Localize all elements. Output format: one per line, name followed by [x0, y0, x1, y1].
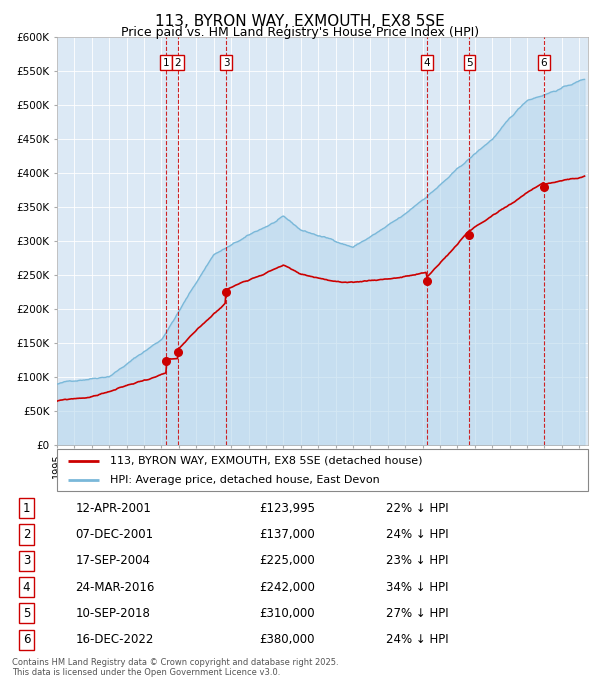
Text: 16-DEC-2022: 16-DEC-2022	[76, 633, 154, 646]
Text: 07-DEC-2001: 07-DEC-2001	[76, 528, 154, 541]
Text: 5: 5	[23, 607, 30, 620]
Text: 113, BYRON WAY, EXMOUTH, EX8 5SE: 113, BYRON WAY, EXMOUTH, EX8 5SE	[155, 14, 445, 29]
Text: 24% ↓ HPI: 24% ↓ HPI	[386, 528, 449, 541]
Text: 6: 6	[541, 58, 547, 67]
Text: 113, BYRON WAY, EXMOUTH, EX8 5SE (detached house): 113, BYRON WAY, EXMOUTH, EX8 5SE (detach…	[110, 456, 422, 466]
Text: 24% ↓ HPI: 24% ↓ HPI	[386, 633, 449, 646]
Text: 10-SEP-2018: 10-SEP-2018	[76, 607, 150, 620]
Text: £310,000: £310,000	[260, 607, 316, 620]
Text: £242,000: £242,000	[260, 581, 316, 594]
Text: Contains HM Land Registry data © Crown copyright and database right 2025.: Contains HM Land Registry data © Crown c…	[12, 658, 338, 666]
FancyBboxPatch shape	[57, 449, 588, 491]
Text: 4: 4	[423, 58, 430, 67]
Text: 2: 2	[23, 528, 30, 541]
Text: 1: 1	[163, 58, 170, 67]
Text: 22% ↓ HPI: 22% ↓ HPI	[386, 502, 449, 515]
Text: 24-MAR-2016: 24-MAR-2016	[76, 581, 155, 594]
Text: 27% ↓ HPI: 27% ↓ HPI	[386, 607, 449, 620]
Text: HPI: Average price, detached house, East Devon: HPI: Average price, detached house, East…	[110, 475, 380, 486]
Text: 23% ↓ HPI: 23% ↓ HPI	[386, 554, 449, 567]
Text: 5: 5	[466, 58, 473, 67]
Text: 3: 3	[223, 58, 229, 67]
Text: £225,000: £225,000	[260, 554, 316, 567]
Text: Price paid vs. HM Land Registry's House Price Index (HPI): Price paid vs. HM Land Registry's House …	[121, 26, 479, 39]
Text: 34% ↓ HPI: 34% ↓ HPI	[386, 581, 449, 594]
Text: £380,000: £380,000	[260, 633, 315, 646]
Text: 2: 2	[175, 58, 181, 67]
Text: This data is licensed under the Open Government Licence v3.0.: This data is licensed under the Open Gov…	[12, 668, 280, 677]
Text: 17-SEP-2004: 17-SEP-2004	[76, 554, 151, 567]
Text: 4: 4	[23, 581, 30, 594]
Text: 12-APR-2001: 12-APR-2001	[76, 502, 151, 515]
Text: 3: 3	[23, 554, 30, 567]
Text: 6: 6	[23, 633, 30, 646]
Text: £123,995: £123,995	[260, 502, 316, 515]
Text: £137,000: £137,000	[260, 528, 316, 541]
Text: 1: 1	[23, 502, 30, 515]
